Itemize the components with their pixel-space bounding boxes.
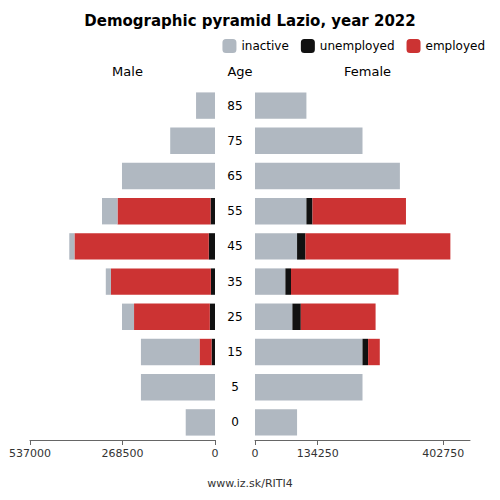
svg-text:15: 15 — [227, 345, 242, 359]
svg-text:0: 0 — [212, 447, 219, 460]
svg-text:134250: 134250 — [297, 447, 339, 460]
svg-text:85: 85 — [227, 99, 242, 113]
svg-text:Age: Age — [227, 64, 252, 79]
svg-text:0: 0 — [252, 447, 259, 460]
svg-text:45: 45 — [227, 239, 242, 253]
svg-text:Demographic pyramid Lazio, yea: Demographic pyramid Lazio, year 2022 — [84, 12, 415, 30]
svg-text:402750: 402750 — [422, 447, 464, 460]
svg-text:5: 5 — [231, 380, 239, 394]
svg-text:537000: 537000 — [9, 447, 51, 460]
svg-text:0: 0 — [231, 415, 239, 429]
svg-text:inactive: inactive — [241, 39, 288, 53]
svg-text:35: 35 — [227, 275, 242, 289]
svg-text:25: 25 — [227, 310, 242, 324]
svg-text:www.iz.sk/RITI4: www.iz.sk/RITI4 — [207, 477, 292, 490]
svg-text:268500: 268500 — [102, 447, 144, 460]
svg-text:unemployed: unemployed — [320, 39, 395, 53]
svg-text:65: 65 — [227, 169, 242, 183]
svg-text:55: 55 — [227, 204, 242, 218]
svg-text:employed: employed — [426, 39, 485, 53]
svg-text:Female: Female — [344, 64, 391, 79]
svg-text:75: 75 — [227, 134, 242, 148]
svg-text:Male: Male — [112, 64, 143, 79]
